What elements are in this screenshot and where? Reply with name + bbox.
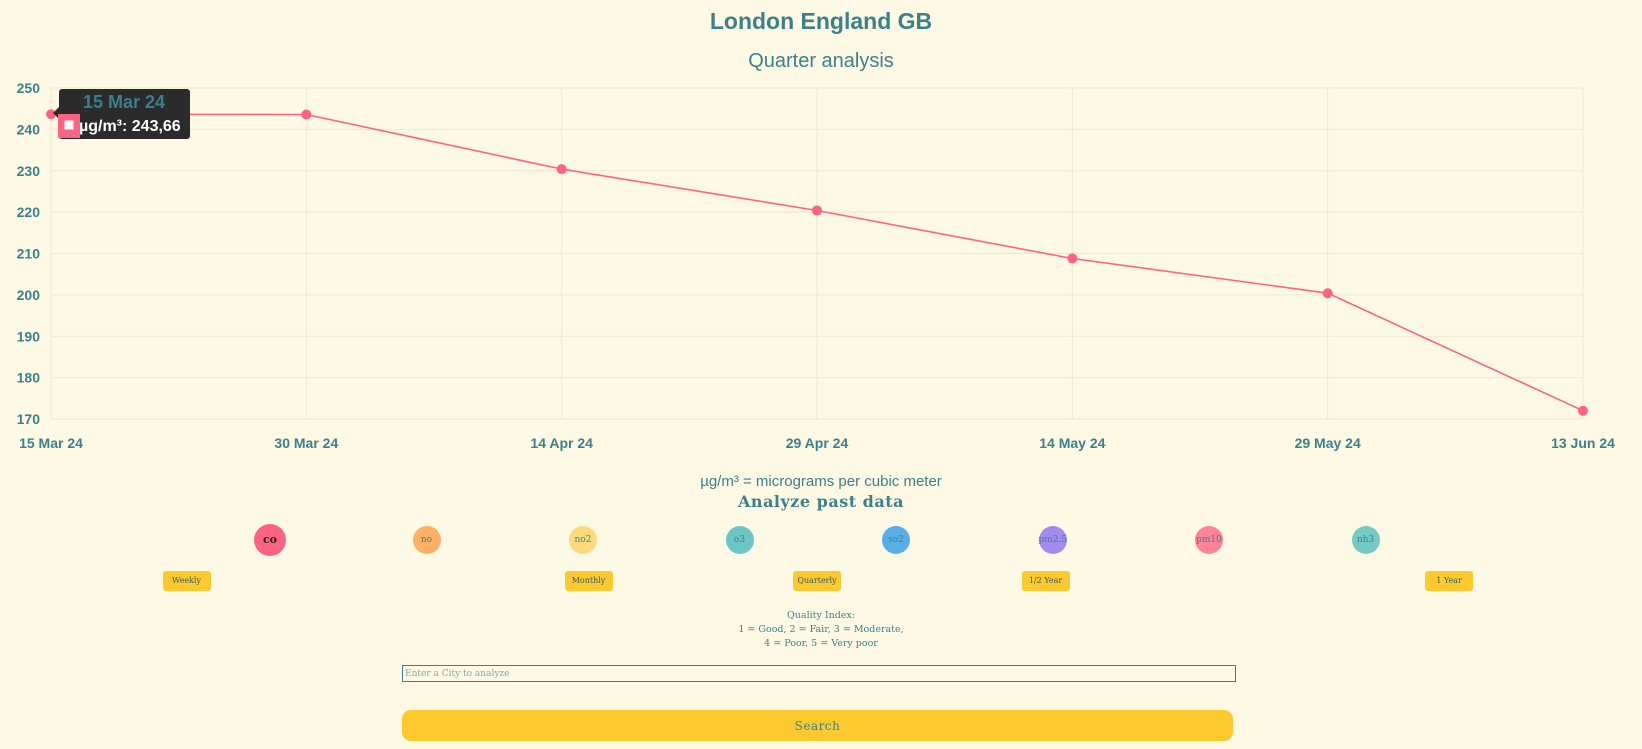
x-axis-ticks: 15 Mar 24 30 Mar 24 14 Apr 24 29 Apr 24 14 M… bbox=[19, 435, 1615, 451]
y-tick-label: 240 bbox=[17, 121, 41, 137]
period-button[interactable]: 1 Year bbox=[1425, 571, 1473, 591]
tooltip-label: µg/m³: 243,66 bbox=[79, 118, 181, 135]
y-tick-label: 210 bbox=[17, 246, 41, 262]
period-button[interactable]: Monthly bbox=[564, 571, 613, 591]
x-tick-label: 29 May 24 bbox=[1295, 435, 1361, 451]
quality-index-legend: Quality Index: 1 = Good, 2 = Fair, 3 = M… bbox=[0, 609, 1642, 651]
page-title: London England GB bbox=[709, 8, 933, 34]
chart-tooltip: 15 Mar 24 µg/m³: 243,66 bbox=[53, 89, 190, 139]
city-search-input[interactable] bbox=[402, 665, 1236, 682]
pollutant-button[interactable]: pm2.5 bbox=[1038, 526, 1067, 554]
pollutant-button[interactable]: pm10 bbox=[1195, 526, 1223, 554]
analyze-past-data-title: Analyze past data bbox=[738, 492, 904, 511]
data-point bbox=[46, 109, 56, 120]
pollutant-button[interactable]: o3 bbox=[725, 526, 754, 554]
chart-subtitle: Quarter analysis bbox=[748, 50, 894, 72]
quality-index-line: 4 = Poor, 5 = Very poor bbox=[764, 638, 878, 649]
data-point bbox=[1067, 253, 1078, 264]
period-button[interactable]: Weekly bbox=[162, 571, 211, 591]
y-tick-label: 180 bbox=[17, 370, 41, 386]
unit-note: µg/m³ = micrograms per cubic meter bbox=[700, 473, 942, 490]
tooltip-swatch-inner bbox=[63, 119, 75, 131]
pollutant-button[interactable]: nh3 bbox=[1351, 526, 1380, 554]
tooltip-title: 15 Mar 24 bbox=[83, 92, 165, 112]
y-tick-label: 170 bbox=[17, 411, 41, 427]
data-point bbox=[1322, 288, 1333, 299]
tooltip-caret bbox=[53, 107, 59, 119]
period-button[interactable]: 1/2 Year bbox=[1021, 571, 1070, 591]
tooltip-box bbox=[59, 89, 190, 139]
pollutant-button[interactable]: so2 bbox=[882, 526, 910, 554]
data-point bbox=[301, 109, 312, 120]
x-tick-label: 14 May 24 bbox=[1039, 435, 1105, 451]
y-axis-ticks: 170 180 190 200 210 220 230 240 250 bbox=[17, 80, 41, 427]
y-tick-label: 250 bbox=[17, 80, 41, 96]
x-tick-label: 13 Jun 24 bbox=[1551, 435, 1615, 451]
line-chart: 170 180 190 200 210 220 230 240 250 15 Mar 24 30 … bbox=[17, 80, 1615, 451]
x-tick-label: 30 Mar 24 bbox=[274, 435, 338, 451]
search-button[interactable]: Search bbox=[402, 710, 1233, 741]
x-tick-label: 29 Apr 24 bbox=[786, 435, 849, 451]
y-tick-label: 220 bbox=[17, 204, 41, 220]
chart-grid bbox=[50, 87, 1584, 420]
pollutant-button[interactable]: no bbox=[412, 526, 441, 554]
data-point bbox=[812, 205, 822, 216]
period-button[interactable]: Quarterly bbox=[793, 571, 841, 591]
y-tick-label: 230 bbox=[17, 163, 41, 179]
pollutant-button[interactable]: no2 bbox=[569, 526, 597, 554]
quality-index-line: 1 = Good, 2 = Fair, 3 = Moderate, bbox=[738, 624, 904, 635]
data-point bbox=[556, 164, 567, 175]
pollutant-button[interactable]: co bbox=[254, 524, 286, 556]
quality-index-heading: Quality Index: bbox=[787, 610, 855, 621]
y-tick-label: 190 bbox=[17, 328, 41, 344]
x-tick-label: 14 Apr 24 bbox=[530, 435, 593, 451]
data-point bbox=[1578, 405, 1588, 416]
y-tick-label: 200 bbox=[17, 287, 41, 303]
x-tick-label: 15 Mar 24 bbox=[19, 435, 83, 451]
series-points bbox=[46, 109, 1588, 416]
